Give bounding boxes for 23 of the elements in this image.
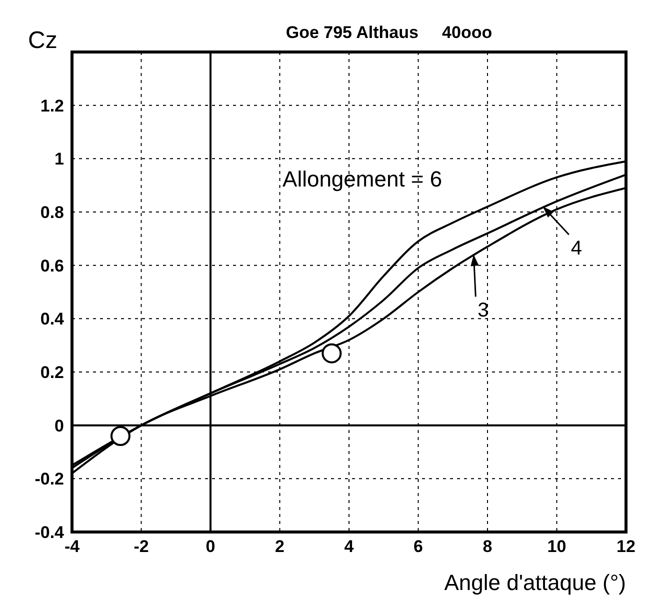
y-tick-label: 0.8 bbox=[40, 203, 64, 222]
x-tick-label: 4 bbox=[344, 537, 354, 556]
x-axis-title: Angle d'attaque (°) bbox=[444, 570, 626, 595]
x-tick-label: -2 bbox=[134, 537, 149, 556]
x-tick-label: 12 bbox=[616, 537, 636, 556]
x-tick-label: 6 bbox=[414, 537, 423, 556]
y-tick-label: 0.2 bbox=[40, 363, 64, 382]
annotation: 4 bbox=[570, 238, 582, 260]
x-tick-label: 2 bbox=[275, 537, 284, 556]
annotation: Allongement = 6 bbox=[282, 166, 442, 192]
chart-title: Goe 795 Althaus 40ooo bbox=[286, 23, 492, 42]
x-tick-label: -4 bbox=[64, 537, 80, 556]
y-axis-title: Cz bbox=[28, 27, 58, 54]
y-tick-label: 0 bbox=[54, 416, 64, 436]
y-tick-label: 0.6 bbox=[40, 256, 64, 276]
x-tick-label: 8 bbox=[482, 537, 492, 556]
y-tick-label: 0.4 bbox=[40, 310, 65, 329]
y-tick-label: -0.2 bbox=[34, 470, 64, 489]
y-tick-label: -0.4 bbox=[34, 523, 65, 542]
y-tick-label: 1.2 bbox=[40, 96, 64, 116]
x-tick-label: 0 bbox=[206, 537, 216, 556]
y-tick-label: 1 bbox=[54, 150, 64, 169]
x-tick-label: 10 bbox=[547, 537, 566, 556]
